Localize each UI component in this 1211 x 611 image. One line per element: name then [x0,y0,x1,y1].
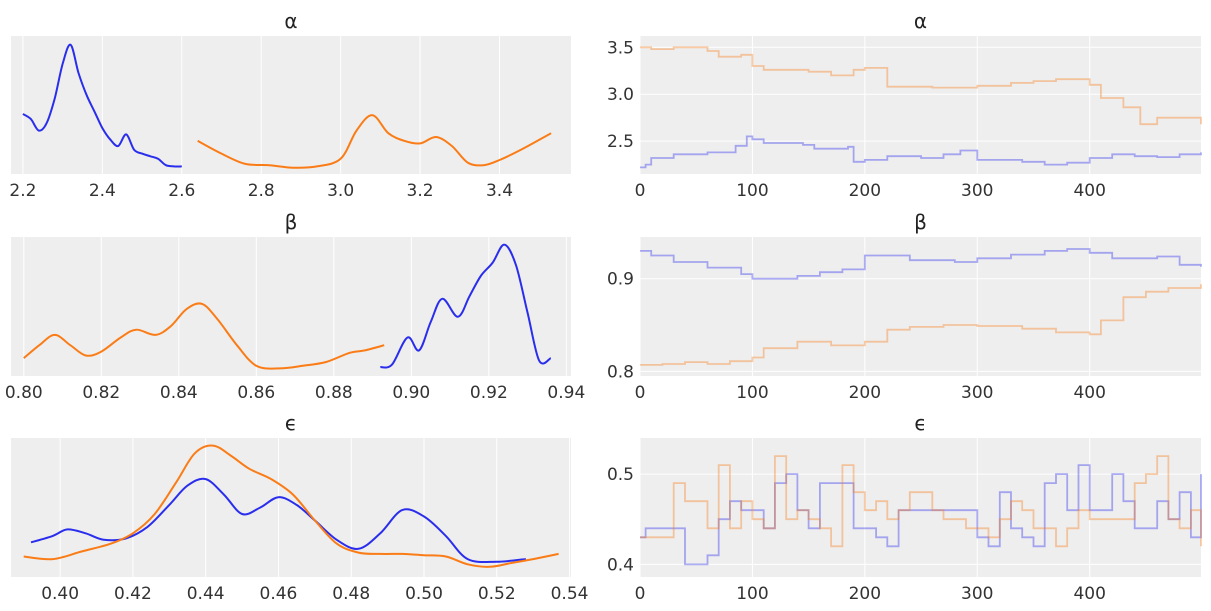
alpha-trace-panel: 0 100 200 300 400 2.5 3.0 3.5 α [607,9,1202,201]
alpha-kde-xtick-label: 3.0 [327,181,354,201]
alpha-kde-xtick-label: 2.8 [248,181,275,201]
eps-kde-xtick-label: 0.42 [114,584,152,604]
beta-kde-xtick-label: 0.94 [547,383,585,403]
beta-trace-background [640,237,1201,376]
beta-kde-background [11,237,571,376]
eps-trace-series-chain-0 [640,464,1202,566]
beta-kde-xtick-label: 0.92 [470,383,508,403]
beta-kde-series-chain-1 [23,302,385,370]
alpha-kde-xtick-label: 2.6 [168,181,195,201]
eps-kde-panel: 0.40 0.42 0.44 0.46 0.48 0.50 0.52 0.54 ϵ [11,411,588,604]
eps-kde-xtick-label: 0.46 [260,584,298,604]
beta-kde-xtick-label: 0.82 [82,383,120,403]
alpha-trace-xtick-label: 200 [849,181,881,201]
beta-trace-series-chain-0 [640,248,1202,280]
eps-kde-series-chain-0 [30,477,526,564]
eps-trace-xtick-label: 100 [736,584,768,604]
eps-trace-background [640,438,1201,577]
eps-kde-xtick-label: 0.44 [187,584,225,604]
eps-kde-title: ϵ [285,411,297,435]
beta-trace-title: β [914,210,927,234]
alpha-kde-xtick-label: 3.4 [486,181,513,201]
beta-kde-xtick-label: 0.86 [237,383,275,403]
alpha-trace-xtick-label: 0 [635,181,646,201]
beta-kde-xtick-label: 0.80 [5,383,43,403]
beta-trace-panel: 0 100 200 300 400 0.8 0.9 β [607,210,1202,403]
eps-kde-xtick-label: 0.52 [478,584,516,604]
eps-trace-panel: 0 100 200 300 400 0.4 0.5 ϵ [607,411,1202,604]
eps-trace-xtick-label: 200 [849,584,881,604]
alpha-trace-series-chain-1 [640,46,1202,126]
eps-kde-xtick-label: 0.48 [332,584,370,604]
alpha-kde-background [11,36,571,174]
alpha-kde-series-chain-1 [197,114,552,169]
alpha-trace-ytick-label: 3.0 [607,85,634,105]
eps-trace-series-chain-1 [640,455,1202,548]
alpha-trace-ytick-label: 2.5 [607,132,634,152]
alpha-trace-series-chain-0 [640,135,1202,169]
eps-trace-ytick-label: 0.5 [607,465,634,485]
beta-kde-title: β [285,210,298,234]
beta-trace-xtick-label: 400 [1073,383,1105,403]
eps-kde-xtick-label: 0.50 [405,584,443,604]
beta-trace-xtick-label: 0 [635,383,646,403]
alpha-kde-panel: 2.2 2.4 2.6 2.8 3.0 3.2 3.4 α [9,9,571,201]
beta-kde-xtick-label: 0.90 [392,383,430,403]
alpha-kde-xtick-label: 2.4 [89,181,116,201]
beta-trace-series-chain-1 [640,284,1202,366]
eps-kde-series-chain-1 [23,444,559,568]
eps-trace-ytick-label: 0.4 [607,555,634,575]
beta-trace-xtick-label: 100 [736,383,768,403]
beta-trace-ytick-label: 0.8 [607,362,634,382]
alpha-trace-title: α [914,9,927,33]
eps-kde-xtick-label: 0.40 [41,584,79,604]
beta-kde-panel: 0.80 0.82 0.84 0.86 0.88 0.90 0.92 0.94 β [5,210,585,403]
eps-trace-xtick-label: 300 [961,584,993,604]
alpha-kde-xtick-label: 2.2 [9,181,36,201]
beta-trace-xtick-label: 200 [849,383,881,403]
alpha-kde-xtick-label: 3.2 [407,181,434,201]
alpha-kde-series-chain-0 [22,43,182,168]
alpha-trace-ytick-label: 3.5 [607,38,634,58]
alpha-trace-background [640,36,1201,174]
alpha-kde-title: α [284,9,297,33]
beta-kde-xtick-label: 0.88 [315,383,353,403]
eps-trace-xtick-label: 400 [1073,584,1105,604]
eps-trace-xtick-label: 0 [635,584,646,604]
beta-kde-xtick-label: 0.84 [160,383,198,403]
beta-trace-xtick-label: 300 [961,383,993,403]
alpha-trace-xtick-label: 400 [1073,181,1105,201]
beta-kde-series-chain-0 [380,243,552,369]
eps-kde-xtick-label: 0.54 [551,584,589,604]
eps-kde-background [11,438,571,577]
alpha-trace-xtick-label: 100 [736,181,768,201]
eps-trace-title: ϵ [914,411,926,435]
beta-trace-ytick-label: 0.9 [607,270,634,290]
alpha-trace-xtick-label: 300 [961,181,993,201]
